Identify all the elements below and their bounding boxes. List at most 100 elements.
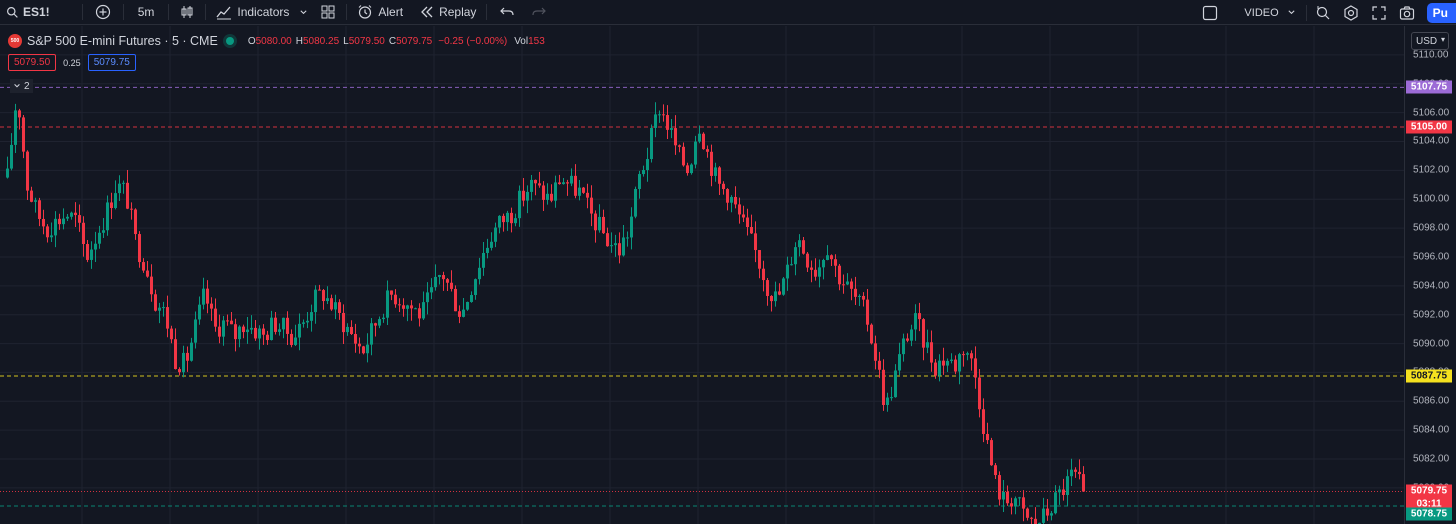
candle-body [10, 144, 13, 169]
buy-button[interactable]: 5079.75 [87, 54, 136, 71]
candle-body [530, 179, 533, 192]
candle-body [822, 259, 825, 268]
candle-body [702, 133, 705, 150]
candle-body [722, 183, 725, 190]
undo-button[interactable] [489, 0, 525, 25]
candle-body [614, 243, 617, 246]
candle-body [142, 262, 145, 271]
layout-name-label: VIDEO [1244, 6, 1279, 19]
candle-body [1022, 497, 1025, 509]
price-tick-label: 5082.00 [1413, 453, 1450, 465]
candle-body [1074, 469, 1077, 472]
candle-body [170, 328, 173, 340]
candle-body [434, 276, 437, 288]
publish-button[interactable]: Pu [1426, 2, 1456, 23]
candle-body [502, 215, 505, 223]
candle-body [222, 320, 225, 337]
candle-body [670, 128, 673, 130]
candle-body [430, 287, 433, 293]
candle-body [606, 233, 609, 247]
candle-body [178, 369, 181, 373]
candle-body [354, 333, 357, 344]
quick-search-button[interactable] [1309, 0, 1337, 25]
candle-body [570, 175, 573, 184]
candle-body [650, 127, 653, 160]
symbol-search[interactable]: ES1! [0, 0, 56, 25]
alert-button[interactable]: Alert [349, 0, 411, 25]
divider [122, 4, 124, 20]
price-axis[interactable]: USD ▾ 5110.005108.005106.005104.005102.0… [1404, 26, 1456, 524]
layout-dropdown[interactable] [1283, 0, 1304, 25]
candle-body [714, 167, 717, 176]
snapshot-button[interactable] [1393, 0, 1421, 25]
candle-body [230, 320, 233, 325]
layout-name-button[interactable]: VIDEO [1226, 0, 1282, 25]
candle-body [1070, 469, 1073, 477]
candle-body [846, 281, 849, 285]
chart-pane[interactable]: 500 S&P 500 E-mini Futures · 5 · CME O 50… [0, 26, 1404, 524]
candle-body [506, 212, 509, 223]
candle-body [254, 327, 257, 339]
price-tick-label: 5104.00 [1413, 135, 1450, 147]
candle-body [514, 218, 517, 224]
chart-type-button[interactable] [171, 0, 203, 25]
symbol-label: ES1! [23, 5, 50, 19]
fullscreen-button[interactable] [1365, 0, 1393, 25]
bar-countdown-label: 03:11 [1406, 497, 1452, 511]
candle-body [70, 212, 73, 217]
open-value: 5080.00 [255, 35, 292, 47]
candle-body [862, 295, 865, 300]
candle-body [654, 114, 657, 128]
spread-value: 0.25 [63, 57, 81, 68]
indicators-collapse-button[interactable]: 2 [10, 79, 33, 93]
layouts-button[interactable] [312, 0, 344, 25]
candle-body [970, 353, 973, 359]
candle-body [750, 227, 753, 234]
settings-button[interactable] [1337, 0, 1365, 25]
candle-body [302, 322, 305, 324]
candle-body [382, 317, 385, 320]
redo-button[interactable] [525, 0, 553, 25]
candle-body [166, 307, 169, 329]
candle-body [754, 233, 757, 251]
low-key: L [343, 35, 349, 47]
candle-body [206, 288, 209, 304]
candle-body [1082, 474, 1085, 492]
candle-body [630, 216, 633, 238]
candle-body [226, 320, 229, 322]
candle-body [742, 214, 745, 218]
price-tick-label: 5096.00 [1413, 251, 1450, 263]
interval-button[interactable]: 5m [126, 0, 167, 25]
market-open-indicator [225, 37, 234, 45]
candle-body [1078, 471, 1081, 475]
currency-selector[interactable]: USD ▾ [1411, 32, 1449, 50]
candle-body [58, 218, 61, 225]
green-level-label: 5078.75 [1406, 507, 1452, 521]
sell-button[interactable]: 5079.50 [8, 54, 57, 71]
candle-body [634, 188, 637, 217]
layout-square-button[interactable] [1194, 0, 1226, 25]
replay-button[interactable]: Replay [411, 0, 484, 25]
candle-body [74, 212, 77, 216]
candle-body [414, 308, 417, 310]
candle-body [922, 319, 925, 348]
compare-button[interactable] [85, 0, 121, 25]
candle-body [994, 465, 997, 476]
symbol-description[interactable]: S&P 500 E-mini Futures · 5 · CME [27, 34, 218, 48]
candle-body [718, 167, 721, 184]
candle-body [162, 307, 165, 309]
volume-value: 153 [528, 35, 545, 47]
candle-body [210, 303, 213, 309]
candle-body [510, 212, 513, 224]
candle-body [626, 237, 629, 239]
indicators-icon [216, 6, 232, 20]
indicators-button[interactable]: Indicators [208, 0, 295, 25]
candle-body [522, 190, 525, 201]
volume-key: Vol [514, 35, 529, 47]
divider [1305, 4, 1307, 21]
candle-body [1058, 489, 1061, 493]
candle-body [974, 358, 977, 378]
indicators-dropdown[interactable] [295, 0, 312, 25]
price-chart[interactable] [0, 26, 1404, 524]
candle-body [474, 279, 477, 296]
